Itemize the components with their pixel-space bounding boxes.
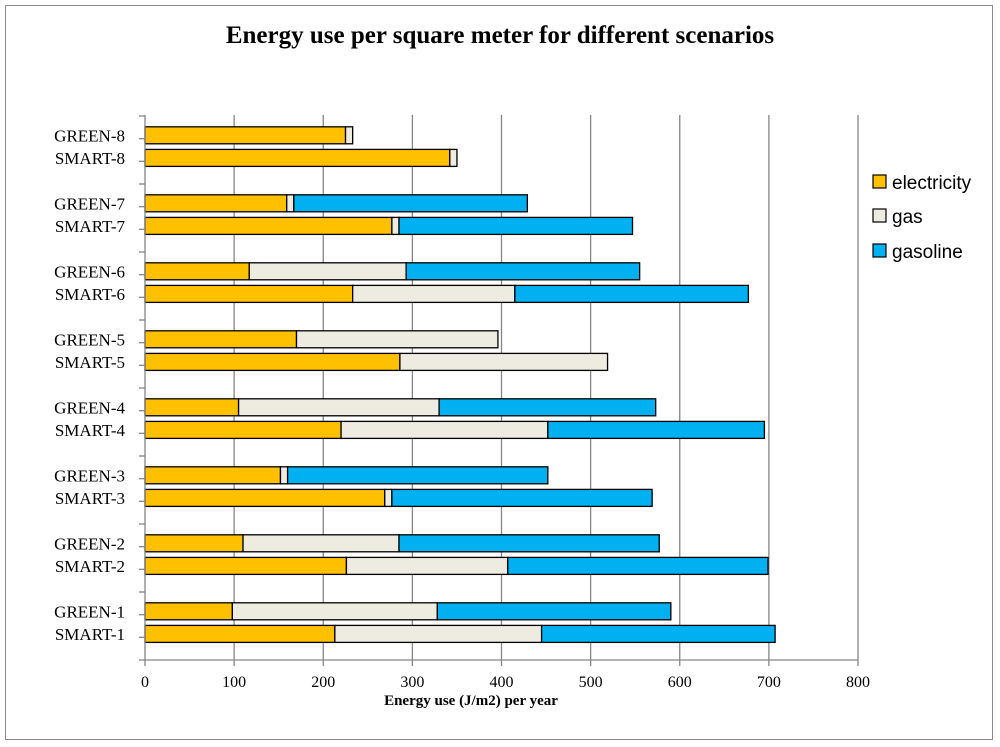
category-label: SMART-4	[55, 421, 126, 440]
category-label: GREEN-6	[54, 262, 125, 281]
x-tick-label: 600	[668, 674, 692, 691]
x-tick-label: 200	[311, 674, 335, 691]
category-label: SMART-3	[55, 489, 125, 508]
bar-electricity-smart-8	[144, 148, 451, 168]
x-tick-label: 500	[579, 674, 603, 691]
bar-gas-smart-4	[340, 420, 549, 440]
bar-electricity-smart-2	[144, 556, 348, 576]
x-tick-label: 100	[222, 674, 246, 691]
x-tick-label: 700	[757, 674, 781, 691]
category-label: SMART-5	[55, 353, 125, 372]
bar-gasoline-green-7	[293, 194, 528, 213]
bar-gas-smart-5	[399, 352, 609, 372]
bar-electricity-smart-5	[144, 352, 401, 372]
bar-electricity-green-7	[144, 194, 288, 213]
x-tick-label: 400	[490, 674, 514, 691]
category-label: SMART-2	[55, 557, 125, 576]
bar-gas-smart-1	[334, 624, 543, 644]
category-label: GREEN-5	[54, 330, 125, 349]
bar-electricity-green-4	[144, 398, 240, 417]
bar-gas-smart-3	[384, 488, 393, 508]
x-axis-label: Energy use (J/m2) per year	[384, 693, 558, 709]
bar-gasoline-green-3	[286, 466, 549, 485]
legend-swatch-electricity	[872, 174, 887, 189]
bar-electricity-green-3	[144, 466, 282, 485]
category-label: GREEN-3	[54, 466, 125, 485]
bar-electricity-smart-4	[144, 420, 342, 440]
bar-gas-green-4	[237, 398, 440, 417]
bar-electricity-green-5	[144, 330, 298, 349]
bar-gas-green-1	[231, 602, 438, 621]
bar-gasoline-smart-4	[547, 420, 766, 440]
bar-gasoline-smart-3	[391, 488, 653, 508]
bar-gasoline-green-6	[405, 262, 641, 281]
x-tick-label: 0	[141, 674, 149, 691]
bar-gas-green-7	[286, 194, 295, 213]
bar-gasoline-green-1	[436, 602, 672, 621]
bar-electricity-smart-1	[144, 624, 336, 644]
category-label: GREEN-2	[54, 534, 125, 553]
bar-electricity-green-2	[144, 534, 244, 553]
category-label: GREEN-4	[54, 398, 125, 417]
bar-gas-smart-2	[345, 556, 509, 576]
bar-gas-green-8	[344, 126, 354, 145]
legend-label-electricity: electricity	[892, 173, 972, 194]
bar-electricity-smart-6	[144, 284, 354, 304]
category-label: SMART-8	[55, 149, 125, 168]
bar-gas-green-5	[295, 330, 499, 349]
legend-label-gasoline: gasoline	[892, 242, 963, 263]
x-tick-label: 300	[400, 674, 424, 691]
bar-gas-smart-8	[449, 148, 458, 168]
category-label: SMART-6	[55, 285, 125, 304]
bar-gas-smart-6	[352, 284, 516, 304]
bar-electricity-green-8	[144, 126, 347, 145]
legend-swatch-gasoline	[872, 243, 887, 258]
x-tick-label: 800	[846, 674, 870, 691]
category-label: GREEN-7	[54, 194, 125, 213]
category-label: GREEN-1	[54, 602, 125, 621]
bar-electricity-smart-7	[144, 216, 393, 236]
category-label: GREEN-8	[54, 126, 125, 145]
bar-electricity-smart-3	[144, 488, 386, 508]
bar-gasoline-smart-2	[507, 556, 769, 576]
bar-gasoline-smart-1	[540, 624, 776, 644]
bar-gasoline-smart-7	[398, 216, 634, 236]
legend-swatch-gas	[872, 208, 887, 223]
bar-gas-green-2	[242, 534, 400, 553]
bar-gas-green-6	[248, 262, 407, 281]
category-label: SMART-1	[55, 625, 125, 644]
bar-electricity-green-1	[144, 602, 233, 621]
bar-gasoline-smart-6	[514, 284, 750, 304]
bar-gasoline-green-2	[398, 534, 660, 553]
category-label: SMART-7	[55, 217, 126, 236]
bar-gas-green-3	[279, 466, 289, 485]
legend-label-gas: gas	[892, 207, 923, 228]
bar-gasoline-green-4	[438, 398, 657, 417]
bar-electricity-green-6	[144, 262, 250, 281]
bar-gas-smart-7	[391, 216, 400, 236]
chart-title: Energy use per square meter for differen…	[225, 22, 775, 49]
